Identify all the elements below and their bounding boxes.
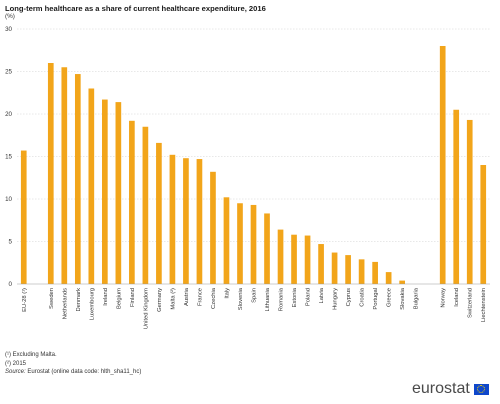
x-tick-label: Belgium — [116, 288, 122, 309]
bar-malta- — [169, 154, 176, 284]
x-tick-label: Latvia — [319, 287, 325, 303]
y-tick-label: 0 — [9, 281, 13, 288]
x-tick-label: Estonia — [292, 287, 298, 307]
x-tick-label: Denmark — [76, 288, 82, 312]
bar-ireland — [102, 99, 108, 284]
bar-norway — [439, 46, 446, 284]
bar-liechtenstein — [480, 165, 487, 284]
x-tick-label: Italy — [224, 288, 230, 299]
bar-luxembourg — [88, 88, 95, 284]
x-tick-label: Greece — [387, 288, 393, 307]
bar-finland — [129, 120, 135, 284]
bar-germany — [156, 142, 162, 284]
bar-romania — [277, 229, 284, 284]
y-tick-label: 10 — [5, 196, 12, 203]
x-tick-label: Switzerland — [468, 288, 474, 318]
bar-czechia — [210, 171, 216, 284]
bar-eu-28- — [20, 150, 27, 284]
source-text: Eurostat (online data code: hlth_sha11_h… — [27, 369, 142, 376]
x-tick-label: Cyprus — [346, 288, 352, 306]
bar-poland — [304, 235, 311, 284]
eu-flag-icon — [473, 383, 489, 395]
bar-slovenia — [237, 203, 243, 284]
bar-portugal — [372, 261, 378, 284]
x-tick-label: Finland — [130, 288, 136, 307]
x-tick-label: United Kingdom — [143, 288, 149, 329]
x-tick-label: Spain — [252, 288, 258, 303]
bar-chart: 0 5 10 15 20 25 30 EU-28 (¹) Sweden Netherlands D… — [5, 26, 490, 329]
bar-cyprus — [345, 255, 351, 284]
y-tick-label: 5 — [9, 239, 13, 246]
x-tick-label: Czechia — [211, 287, 217, 309]
bar-united-kingdom — [142, 126, 149, 284]
bar-belgium — [115, 102, 122, 284]
bar-latvia — [318, 244, 324, 284]
source-line: Source: Eurostat (online data code: hlth… — [5, 368, 141, 377]
x-tick-label: Ireland — [103, 288, 109, 306]
bar-switzerland — [466, 119, 473, 284]
x-tick-label: Lithuania — [265, 287, 271, 311]
x-tick-label: EU-28 (¹) — [22, 288, 28, 312]
chart-unit: (%) — [5, 13, 15, 20]
bar-italy — [223, 197, 230, 284]
bar-france — [196, 159, 203, 284]
chart-title: Long-term healthcare as a share of curre… — [5, 4, 266, 13]
x-tick-label: Hungary — [333, 288, 339, 310]
logo-text: eurostat — [412, 380, 470, 397]
x-tick-label: Netherlands — [62, 288, 68, 319]
x-tick-label: Portugal — [373, 288, 379, 310]
x-tick-label: Slovenia — [238, 287, 244, 310]
bars — [20, 46, 487, 284]
x-tick-label: Austria — [184, 287, 190, 306]
x-tick-label: Malta (²) — [170, 288, 176, 310]
source-label: Source: — [5, 369, 26, 376]
x-tick-label: Iceland — [454, 288, 460, 307]
y-tick-label: 20 — [5, 111, 12, 118]
bar-austria — [183, 158, 189, 284]
y-tick-label: 30 — [5, 26, 12, 33]
footnote-2: (²) 2015 — [5, 360, 27, 367]
x-tick-label: Luxembourg — [89, 288, 95, 320]
x-tick-label: Poland — [306, 288, 312, 306]
bar-lithuania — [264, 213, 270, 284]
x-tick-label: Germany — [157, 288, 163, 312]
footnote-1: (¹) Excluding Malta. — [5, 352, 57, 358]
x-tick-label: Slovakia — [400, 287, 406, 310]
eurostat-logo: eurostat — [412, 380, 489, 398]
x-tick-label: Bulgaria — [414, 287, 420, 309]
y-axis-ticks: 0 5 10 15 20 25 30 — [5, 26, 12, 288]
x-tick-label: Norway — [441, 288, 447, 308]
bar-croatia — [358, 259, 365, 284]
x-tick-label: Romania — [279, 287, 285, 311]
x-tick-label: Liechtenstein — [481, 288, 487, 322]
bar-slovakia — [399, 280, 405, 284]
bar-hungary — [331, 252, 338, 284]
bar-iceland — [453, 109, 460, 284]
y-tick-label: 25 — [5, 69, 12, 76]
x-tick-label: Sweden — [49, 288, 55, 309]
footnotes: (¹) Excluding Malta. (²) 2015 Source: Eu… — [5, 351, 141, 377]
bar-spain — [250, 204, 257, 284]
x-axis-labels: EU-28 (¹) Sweden Netherlands Denmark Luxembo… — [22, 287, 487, 329]
bar-netherlands — [61, 67, 68, 284]
y-tick-label: 15 — [5, 154, 12, 161]
gridlines — [17, 28, 490, 242]
bar-denmark — [74, 74, 81, 284]
x-tick-label: France — [197, 288, 203, 306]
x-tick-label: Croatia — [360, 287, 366, 306]
bar-sweden — [47, 63, 54, 284]
bar-greece — [385, 272, 392, 284]
bar-estonia — [291, 234, 297, 284]
